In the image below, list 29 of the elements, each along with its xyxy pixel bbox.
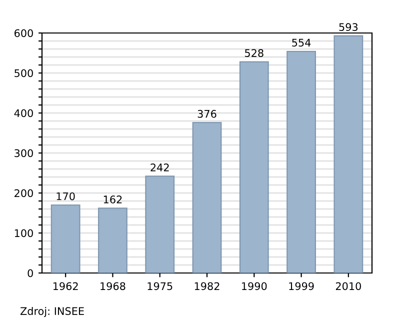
- bar: [239, 61, 269, 273]
- x-tick-label: 2010: [336, 282, 361, 290]
- y-tick-label: 600: [14, 29, 33, 38]
- data-label: 593: [339, 23, 358, 32]
- data-label: 170: [56, 192, 75, 200]
- bar: [50, 204, 80, 273]
- text: Zdroj: INSEE: [20, 306, 84, 318]
- bar: [145, 176, 175, 273]
- y-tick-label: 100: [14, 229, 33, 238]
- y-tick-label: 400: [14, 109, 33, 118]
- y-tick-label: 0: [28, 269, 33, 278]
- data-label: 554: [292, 38, 311, 47]
- data-label: 528: [245, 49, 264, 58]
- x-tick-label: 1999: [289, 282, 314, 290]
- x-tick-label: 1968: [100, 282, 126, 290]
- bar: [334, 35, 364, 273]
- x-tick-label: 1962: [53, 282, 78, 290]
- x-tick-label: 1990: [242, 282, 267, 290]
- y-tick-label: 300: [14, 149, 33, 158]
- bar: [286, 50, 316, 273]
- data-label: 162: [104, 196, 122, 204]
- data-label: 242: [150, 164, 169, 172]
- x-tick-label: 1975: [148, 282, 172, 290]
- bar: [192, 122, 222, 273]
- y-tick-label: 200: [14, 189, 33, 198]
- bar: [98, 208, 128, 273]
- x-tick-label: 1982: [194, 282, 220, 290]
- data-label: 376: [198, 110, 216, 118]
- y-tick-label: 500: [14, 69, 33, 78]
